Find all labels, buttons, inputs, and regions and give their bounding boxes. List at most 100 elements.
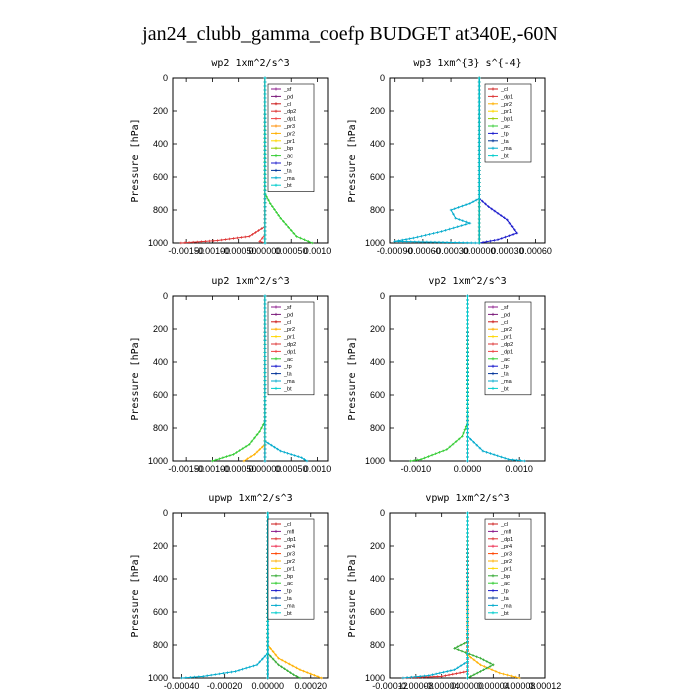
legend-marker [491,327,495,331]
legend-label: _bt [500,154,509,160]
legend-label: _cl [283,522,291,528]
legend-label: _bt [283,386,292,392]
legend-marker [274,364,278,368]
series-markers-dp2 [179,76,267,245]
series-markers-ma [393,76,481,245]
legend-marker [491,87,495,91]
x-tick-label: -0.00100 [195,464,231,474]
legend-label: _dp1 [500,94,513,100]
legend-marker [274,611,278,615]
legend-label: _dp1 [500,537,513,543]
y-tick-label: 400 [153,357,168,367]
x-tick-label: -0.00004 [424,681,460,691]
legend-marker [274,342,278,346]
chart-panel-2: wp3 1xm^{3} s^{-4} Pressure [hPa] 0 200 400 6… [347,58,552,256]
legend-label: _sf [283,305,292,311]
legend-label: _ta [283,596,293,602]
y-tick-label: 400 [370,139,385,149]
legend-label: _pr3 [283,552,295,558]
legend-marker [491,529,495,533]
legend-marker [274,146,278,150]
legend-label: _tp [500,131,509,137]
series-markers-bt [466,511,469,680]
legend-marker [274,176,278,180]
legend-label: _ma [500,603,513,609]
legend-marker [491,131,495,135]
chart-panel-3: up2 1xm^2/s^3 Pressure [hPa] 0 200 400 600 800… [130,276,331,474]
legend-marker [274,161,278,165]
legend-label: _cl [500,320,508,326]
legend-label: _bt [500,611,509,617]
x-tick-label: -0.00150 [168,464,204,474]
legend-marker [274,559,278,563]
legend-label: _ac [283,357,293,363]
y-tick-label: 1000 [148,456,168,466]
legend-label: _pr3 [283,124,295,130]
plot-frame [172,295,329,462]
x-tick-label: 0.00000 [251,681,284,691]
y-tick-label: 200 [153,324,168,334]
y-axis-label: Pressure [hPa] [130,553,141,637]
x-tick-label: -0.00090 [377,246,413,256]
y-tick-label: 0 [163,291,168,301]
series-markers-bt [263,294,267,463]
legend-label: _bt [283,183,292,189]
x-tick-label: -0.00060 [405,246,441,256]
legend-marker [274,109,278,113]
legend-marker [491,312,495,316]
legend-marker [274,102,278,106]
y-tick-label: 0 [163,508,168,518]
y-tick-label: 1000 [365,673,385,683]
legend-label: _dp1 [283,117,296,123]
legend-label: _pd [283,94,293,100]
x-tick-label: 0.00020 [295,681,328,691]
y-tick-label: 1000 [148,673,168,683]
legend-marker [274,154,278,158]
legend-label: _bt [283,611,292,617]
panel-title: vp2 1xm^2/s^3 [428,276,506,287]
legend-label: _dp1 [500,349,513,355]
legend-marker [491,522,495,526]
legend-marker [274,349,278,353]
x-tick-label: 0.0010 [304,246,332,256]
legend-marker [274,537,278,541]
legend-label: _ta [500,596,510,602]
series-line-dp1 [402,513,468,679]
series-line-ac [212,296,266,462]
legend-marker [274,544,278,548]
y-tick-label: 400 [370,357,385,367]
legend-label: _dp2 [500,342,513,348]
legend-label: _pr3 [500,552,512,558]
x-tick-label: 0.00050 [275,246,308,256]
y-tick-label: 200 [370,106,385,116]
x-tick-label: 0.00050 [275,464,308,474]
y-tick-label: 600 [370,390,385,400]
legend-marker [274,305,278,309]
legend-box [484,301,532,396]
legend-label: _tp [283,364,292,370]
y-tick-label: 200 [153,106,168,116]
legend-label: _sf [500,305,509,311]
y-tick-label: 600 [153,607,168,617]
legend-marker [274,574,278,578]
series-markers-bt [466,294,469,463]
legend-label: _pr4 [500,544,512,550]
legend-marker [491,544,495,548]
y-tick-label: 600 [370,172,385,182]
legend-label: _ac [500,124,510,130]
legend-label: _tp [283,589,292,595]
legend-marker [274,327,278,331]
legend-label: _pr1 [283,335,295,341]
legend-label: _dp1 [283,349,296,355]
legend-label: _pr1 [500,335,512,341]
legend-marker [491,379,495,383]
legend-marker [491,320,495,324]
legend-label: _ma [283,176,296,182]
x-tick-label: -0.00030 [433,246,469,256]
x-tick-label: 0.00030 [491,246,524,256]
legend-marker [491,94,495,98]
panel-title: wp3 1xm^{3} s^{-4} [413,58,521,69]
legend-label: _dp1 [283,537,296,543]
legend-marker [274,529,278,533]
legend-label: _pr1 [283,139,295,145]
